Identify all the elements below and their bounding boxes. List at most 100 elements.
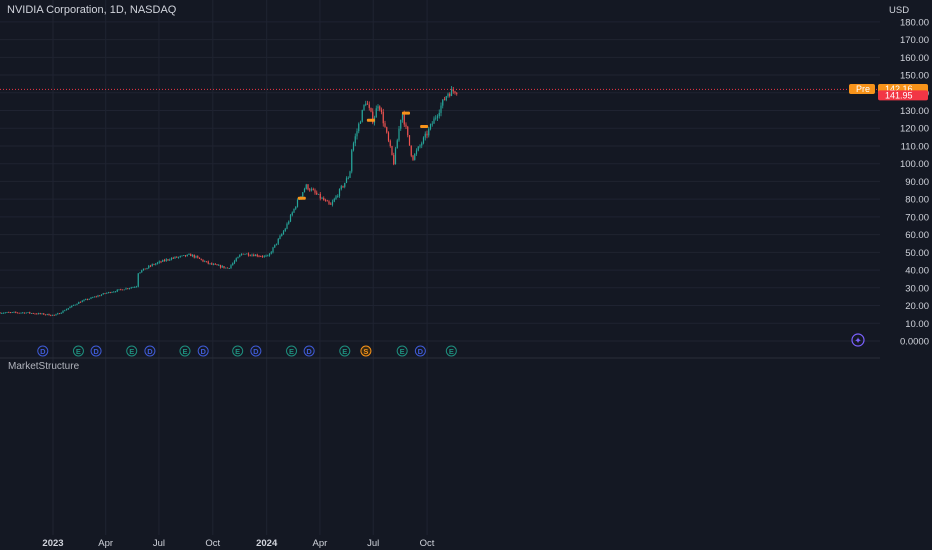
candle-body [274, 244, 276, 248]
candle-body [67, 308, 69, 310]
x-tick-label: 2023 [42, 538, 63, 549]
dividend-marker[interactable]: D [250, 345, 262, 357]
candle-body [155, 263, 157, 265]
candle-body [225, 267, 227, 269]
earnings-marker[interactable]: E [445, 345, 457, 357]
candle-body [232, 263, 234, 266]
candle-body [281, 234, 283, 236]
candle-body [228, 268, 230, 269]
dividend-marker[interactable]: D [303, 345, 315, 357]
earnings-marker-symbol: E [289, 347, 294, 356]
candle-body [260, 256, 262, 258]
symbol-title[interactable]: NVIDIA Corporation, 1D, NASDAQ [7, 4, 177, 16]
earnings-marker[interactable]: E [396, 345, 408, 357]
dividend-marker[interactable]: D [37, 345, 49, 357]
candle-body [454, 91, 456, 94]
split-marker[interactable]: S [360, 345, 372, 357]
candle-body [55, 314, 57, 316]
currency-label[interactable]: USD [889, 5, 910, 16]
candle-body [76, 303, 78, 305]
dividend-marker[interactable]: D [414, 345, 426, 357]
candle-body [79, 302, 82, 303]
candle-body [0, 312, 1, 314]
candle-body [314, 190, 316, 193]
dividend-marker-ring [414, 345, 426, 357]
candle-body [57, 313, 59, 315]
candle-body [218, 265, 220, 266]
candle-body [370, 107, 372, 112]
candle-body [377, 106, 379, 109]
add-event-button[interactable]: ✦ [851, 333, 865, 347]
split-marker-symbol: S [363, 347, 368, 356]
candle-body [167, 259, 169, 261]
earnings-marker-ring [126, 345, 138, 357]
earnings-marker[interactable]: E [286, 345, 298, 357]
candle-body [265, 255, 267, 257]
dividend-marker[interactable]: D [90, 345, 102, 357]
candle-body [1, 313, 3, 314]
candle-body [85, 299, 87, 300]
earnings-marker[interactable]: E [72, 345, 84, 357]
candle-body [197, 256, 199, 258]
candle-body [277, 238, 279, 244]
candle-body [125, 288, 127, 290]
candle-body [310, 189, 313, 191]
candle-body [426, 133, 428, 136]
candle-body [134, 286, 136, 288]
earnings-marker[interactable]: E [232, 345, 244, 357]
candle-body [205, 261, 208, 263]
candle-body [104, 293, 106, 295]
x-tick-label: Jul [153, 538, 165, 549]
candle-body [212, 264, 215, 265]
candle-body [18, 312, 20, 314]
candle-body [93, 296, 96, 298]
candle-body [335, 196, 337, 199]
candle-body [358, 123, 360, 132]
candle-body [407, 126, 409, 136]
price-axis[interactable]: 0.0000 10.00 20.00 30.00 40.00 50.00 60.00 70.0… [900, 17, 929, 347]
candle-body [214, 264, 216, 265]
candle-body [156, 262, 159, 264]
x-tick-label: Oct [420, 538, 435, 549]
candle-body [221, 266, 223, 268]
dividend-marker[interactable]: D [144, 345, 156, 357]
candle-body [408, 135, 411, 146]
candle-body [64, 310, 66, 312]
candle-body [51, 314, 54, 316]
candle-body [268, 253, 271, 256]
candle-body [351, 150, 353, 172]
candle-body [37, 313, 40, 315]
candle-body [256, 254, 258, 257]
candle-body [417, 146, 419, 151]
candle-body [78, 302, 80, 304]
event-markers[interactable]: E E E E E E E ED D D D D D DS [37, 345, 457, 357]
candle-body [258, 256, 260, 257]
dividend-marker-ring [250, 345, 262, 357]
earnings-marker-symbol: E [449, 347, 454, 356]
earnings-marker[interactable]: E [339, 345, 351, 357]
earnings-marker[interactable]: E [179, 345, 191, 357]
candle-body [246, 253, 248, 255]
earnings-marker-ring [339, 345, 351, 357]
candle-body [151, 264, 153, 267]
candle-body [195, 256, 197, 258]
earnings-marker[interactable]: E [126, 345, 138, 357]
y-tick-label: 100.00 [900, 159, 929, 170]
structure-signal [366, 118, 375, 122]
time-axis[interactable]: 2023 Apr Jul Oct 2024 Apr Jul Oct [42, 538, 434, 549]
candle-body [291, 212, 293, 216]
candle-body [211, 263, 213, 265]
candle-body [142, 268, 145, 271]
candles [0, 86, 458, 317]
candle-body [86, 299, 89, 300]
candle-body [162, 259, 164, 262]
candle-body [405, 124, 407, 127]
earnings-marker-symbol: E [182, 347, 187, 356]
candle-body [230, 265, 232, 269]
candle-body [116, 289, 118, 292]
indicator-label[interactable]: MarketStructure [8, 361, 80, 372]
candle-body [27, 312, 29, 314]
candle-body [90, 297, 92, 299]
dividend-marker[interactable]: D [197, 345, 209, 357]
